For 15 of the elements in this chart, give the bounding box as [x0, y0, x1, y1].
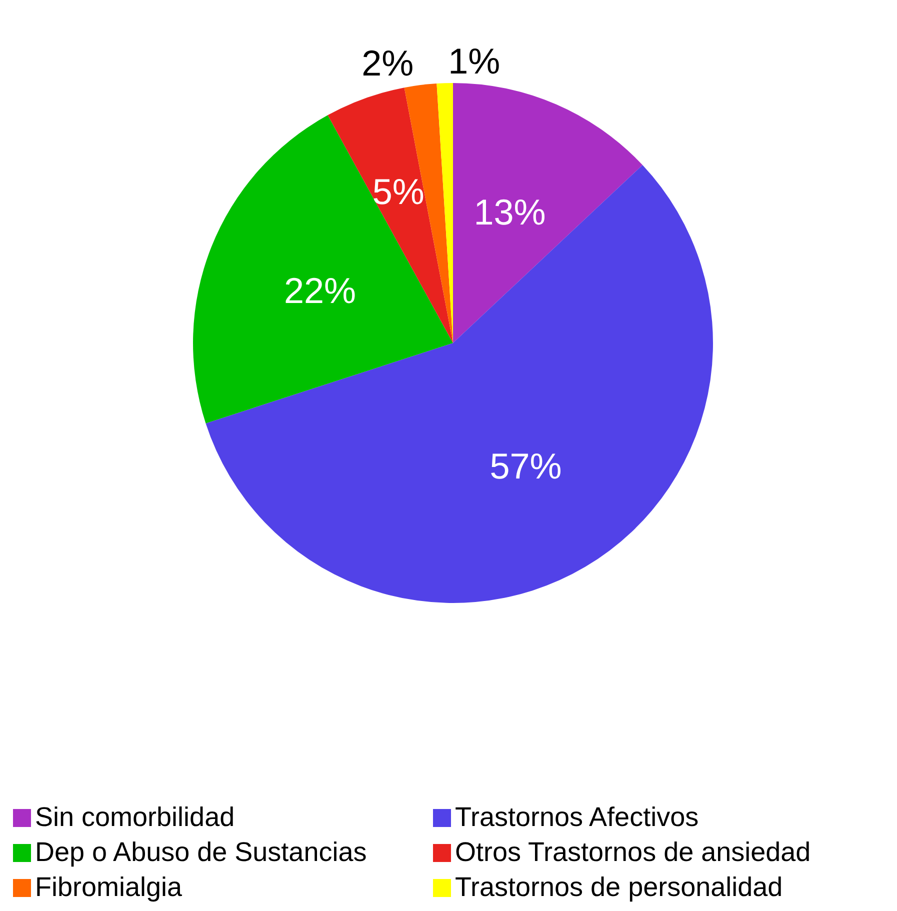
- legend-label: Dep o Abuso de Sustancias: [35, 837, 367, 868]
- data-label: 2%: [362, 42, 414, 84]
- data-label: 5%: [372, 170, 424, 212]
- data-label: 57%: [490, 446, 562, 487]
- legend-label: Fibromialgia: [35, 872, 182, 903]
- legend-label: Otros Trastornos de ansiedad: [455, 837, 811, 868]
- data-label: 1%: [448, 40, 500, 82]
- pie-slice: [194, 115, 453, 424]
- data-label: 13%: [474, 191, 546, 232]
- legend-label: Sin comorbilidad: [35, 802, 235, 833]
- legend-label: Trastornos de personalidad: [455, 872, 783, 903]
- pie-slice: [453, 83, 643, 343]
- legend-label: Trastornos Afectivos: [455, 802, 699, 833]
- pie-slice: [206, 165, 713, 603]
- data-label: 22%: [284, 270, 356, 311]
